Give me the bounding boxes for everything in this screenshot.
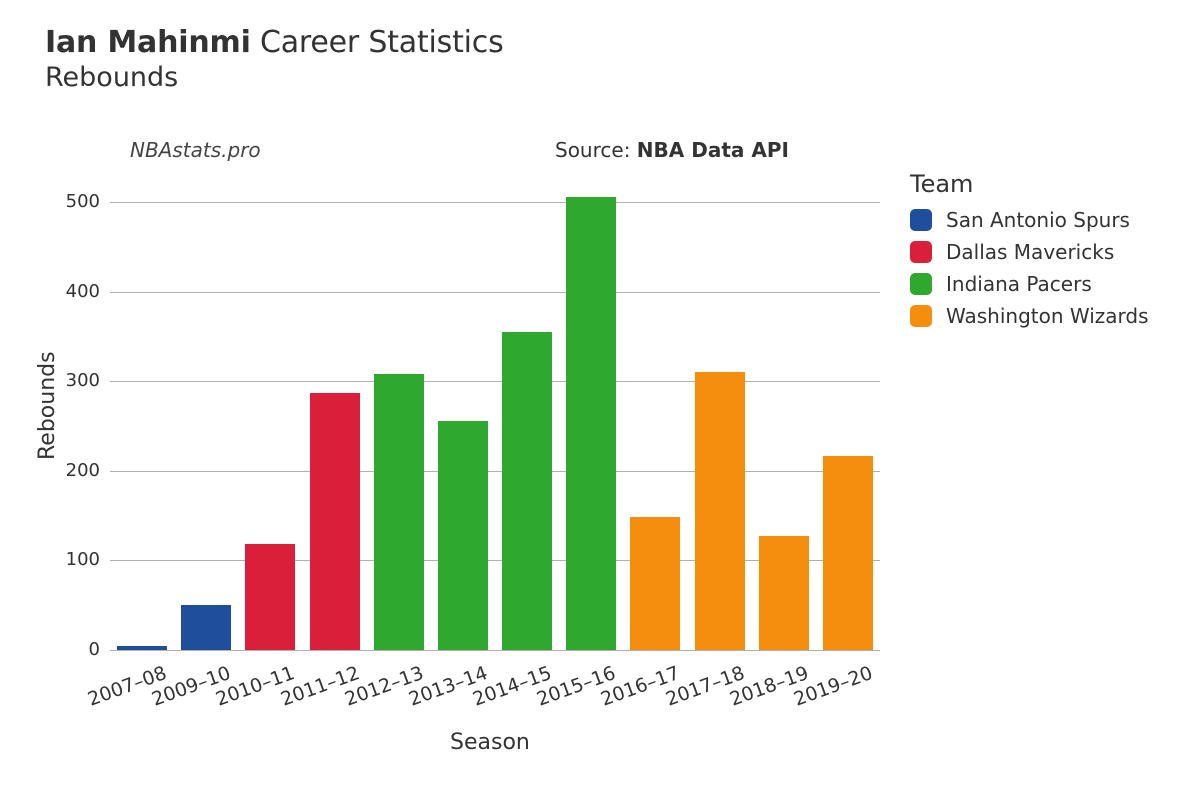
gridline xyxy=(110,292,880,293)
source-name: NBA Data API xyxy=(637,138,789,162)
gridline xyxy=(110,202,880,203)
player-name: Ian Mahinmi xyxy=(45,25,251,60)
y-tick-label: 500 xyxy=(55,191,100,212)
y-tick-label: 400 xyxy=(55,281,100,302)
y-axis-label: Rebounds xyxy=(35,351,60,460)
legend-swatch xyxy=(910,273,932,295)
legend-item: Washington Wizards xyxy=(910,304,1149,328)
bar xyxy=(695,372,745,650)
bar xyxy=(502,332,552,650)
title-suffix: Career Statistics xyxy=(260,25,504,60)
bar xyxy=(374,374,424,650)
bar xyxy=(310,393,360,650)
y-tick-label: 100 xyxy=(55,549,100,570)
bar xyxy=(823,456,873,650)
bar xyxy=(566,197,616,650)
bar xyxy=(181,605,231,650)
legend-swatch xyxy=(910,241,932,263)
chart-title-line2: Rebounds xyxy=(45,62,504,93)
y-tick-label: 200 xyxy=(55,460,100,481)
legend-swatch xyxy=(910,305,932,327)
bar xyxy=(245,544,295,650)
gridline xyxy=(110,650,880,651)
legend-title: Team xyxy=(910,170,1149,198)
bar xyxy=(438,421,488,650)
bar xyxy=(759,536,809,650)
legend: Team San Antonio Spurs Dallas Mavericks In… xyxy=(910,170,1149,336)
watermark-text: NBAstats.pro xyxy=(130,138,261,162)
legend-label: Indiana Pacers xyxy=(946,272,1092,296)
bar xyxy=(117,646,167,650)
legend-item: Dallas Mavericks xyxy=(910,240,1149,264)
legend-item: San Antonio Spurs xyxy=(910,208,1149,232)
x-axis-label: Season xyxy=(450,730,530,755)
legend-label: Dallas Mavericks xyxy=(946,240,1114,264)
legend-swatch xyxy=(910,209,932,231)
source-prefix: Source: xyxy=(555,138,630,162)
chart-page: Ian Mahinmi Career Statistics Rebounds N… xyxy=(0,0,1200,800)
chart-title: Ian Mahinmi Career Statistics Rebounds xyxy=(45,25,504,93)
source-attribution: Source: NBA Data API xyxy=(555,138,789,162)
legend-label: Washington Wizards xyxy=(946,304,1149,328)
legend-item: Indiana Pacers xyxy=(910,272,1149,296)
plot-area xyxy=(110,175,880,650)
chart-title-line1: Ian Mahinmi Career Statistics xyxy=(45,25,504,60)
bar xyxy=(630,517,680,650)
y-tick-label: 300 xyxy=(55,370,100,391)
gridline xyxy=(110,381,880,382)
gridline xyxy=(110,471,880,472)
y-tick-label: 0 xyxy=(55,639,100,660)
legend-label: San Antonio Spurs xyxy=(946,208,1130,232)
